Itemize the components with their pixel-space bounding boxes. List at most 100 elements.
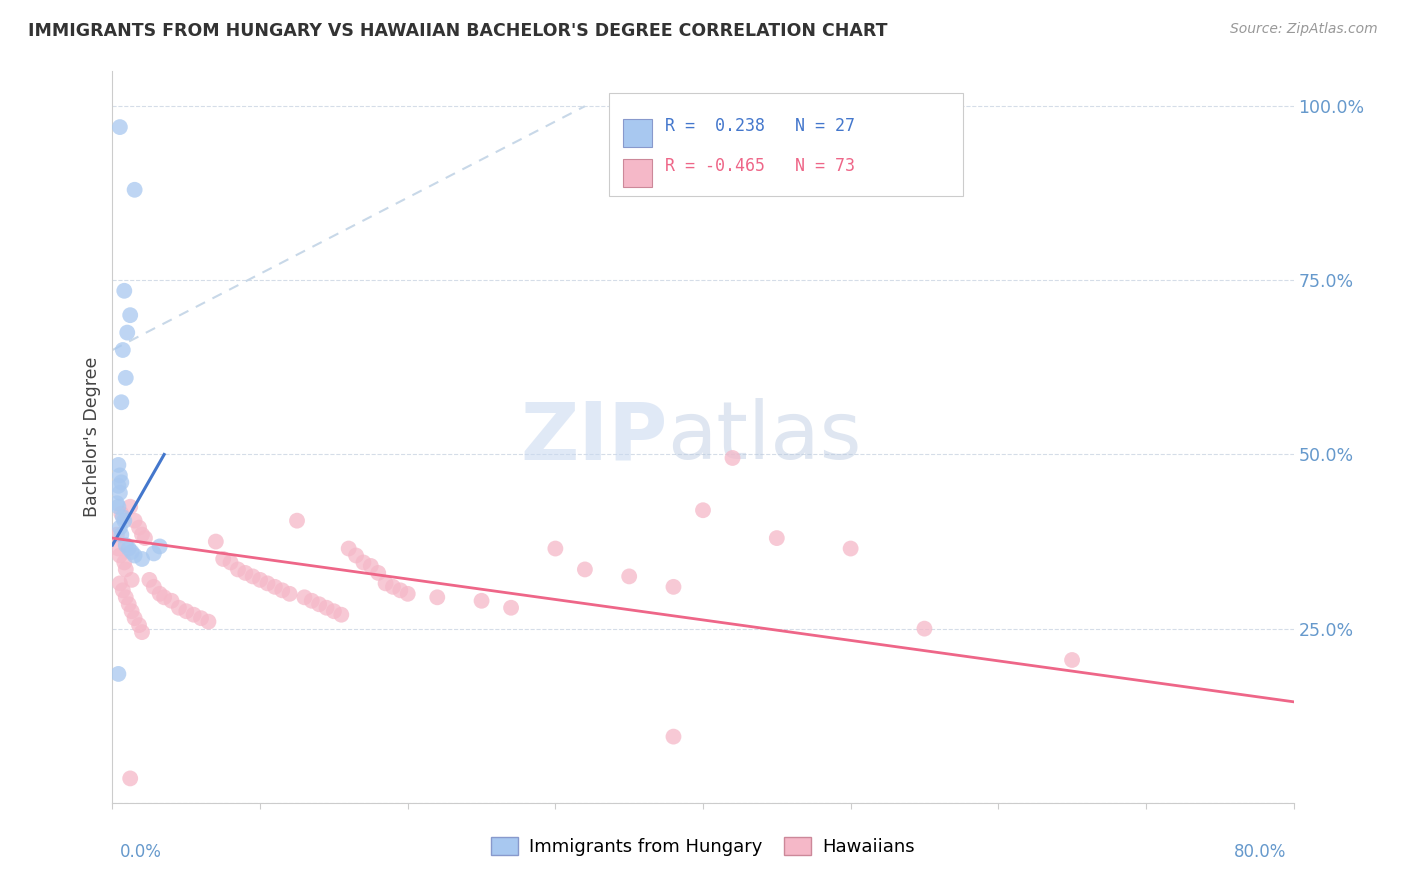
Point: [111, 343, 134, 357]
Point: [108, 468, 131, 483]
Point: [120, 500, 142, 514]
Point: [124, 183, 146, 197]
Point: [108, 521, 131, 535]
Point: [142, 580, 165, 594]
Point: [292, 591, 315, 605]
Point: [374, 576, 396, 591]
Text: R =  0.238   N = 27: R = 0.238 N = 27: [665, 117, 855, 136]
Point: [110, 507, 132, 521]
FancyBboxPatch shape: [609, 94, 963, 195]
Text: Source: ZipAtlas.com: Source: ZipAtlas.com: [1230, 22, 1378, 37]
Point: [619, 569, 641, 583]
Point: [121, 604, 143, 618]
Point: [120, 308, 142, 322]
Bar: [623, 119, 652, 146]
Point: [110, 395, 132, 409]
Point: [174, 604, 197, 618]
Point: [110, 475, 132, 490]
Point: [692, 503, 714, 517]
Point: [111, 583, 134, 598]
Point: [120, 772, 142, 786]
Point: [1062, 653, 1084, 667]
Point: [117, 326, 138, 340]
Point: [149, 587, 172, 601]
Point: [426, 591, 449, 605]
Point: [107, 458, 129, 472]
Point: [914, 622, 936, 636]
Point: [271, 583, 294, 598]
Point: [167, 600, 190, 615]
Point: [226, 562, 249, 576]
Point: [142, 546, 165, 560]
Point: [360, 558, 382, 573]
Point: [149, 540, 172, 554]
Text: 0.0%: 0.0%: [120, 843, 162, 861]
Point: [233, 566, 256, 580]
Point: [118, 541, 141, 556]
Point: [114, 538, 136, 552]
Point: [160, 594, 183, 608]
Point: [249, 573, 271, 587]
Point: [107, 479, 129, 493]
Point: [285, 514, 308, 528]
Point: [111, 510, 134, 524]
Point: [108, 576, 131, 591]
Point: [766, 531, 789, 545]
Point: [662, 730, 685, 744]
Point: [108, 485, 131, 500]
Point: [124, 514, 146, 528]
Point: [107, 667, 129, 681]
Text: R = -0.465   N = 73: R = -0.465 N = 73: [665, 158, 855, 176]
Point: [190, 611, 212, 625]
Point: [128, 521, 150, 535]
Point: [382, 580, 405, 594]
Point: [301, 594, 323, 608]
Point: [138, 573, 160, 587]
Point: [112, 556, 135, 570]
Point: [124, 549, 146, 563]
Point: [108, 549, 131, 563]
Point: [121, 545, 143, 559]
Point: [205, 534, 228, 549]
Point: [323, 604, 346, 618]
Point: [308, 597, 330, 611]
Point: [219, 556, 242, 570]
Point: [183, 607, 205, 622]
Point: [114, 591, 136, 605]
Point: [134, 531, 156, 545]
Y-axis label: Bachelor's Degree: Bachelor's Degree: [83, 357, 101, 517]
Point: [721, 450, 744, 465]
Point: [501, 600, 523, 615]
Point: [121, 573, 143, 587]
Point: [352, 556, 374, 570]
Point: [337, 541, 360, 556]
Point: [118, 597, 141, 611]
Point: [839, 541, 862, 556]
Point: [112, 514, 135, 528]
Point: [396, 587, 419, 601]
Point: [574, 562, 596, 576]
Point: [124, 611, 146, 625]
Point: [278, 587, 301, 601]
Point: [153, 591, 176, 605]
Point: [256, 576, 278, 591]
Point: [662, 580, 685, 594]
Point: [212, 552, 235, 566]
Point: [131, 527, 153, 541]
Bar: [623, 159, 652, 187]
Point: [105, 527, 128, 541]
Point: [470, 594, 494, 608]
Point: [315, 600, 337, 615]
Point: [107, 541, 129, 556]
Point: [131, 625, 153, 640]
Point: [114, 562, 136, 576]
Legend: Immigrants from Hungary, Hawaiians: Immigrants from Hungary, Hawaiians: [484, 830, 922, 863]
Point: [128, 618, 150, 632]
Text: 80.0%: 80.0%: [1234, 843, 1286, 861]
Text: ZIP: ZIP: [520, 398, 668, 476]
Point: [112, 284, 135, 298]
Point: [105, 496, 128, 510]
Point: [264, 580, 287, 594]
Point: [389, 583, 412, 598]
Point: [344, 549, 367, 563]
